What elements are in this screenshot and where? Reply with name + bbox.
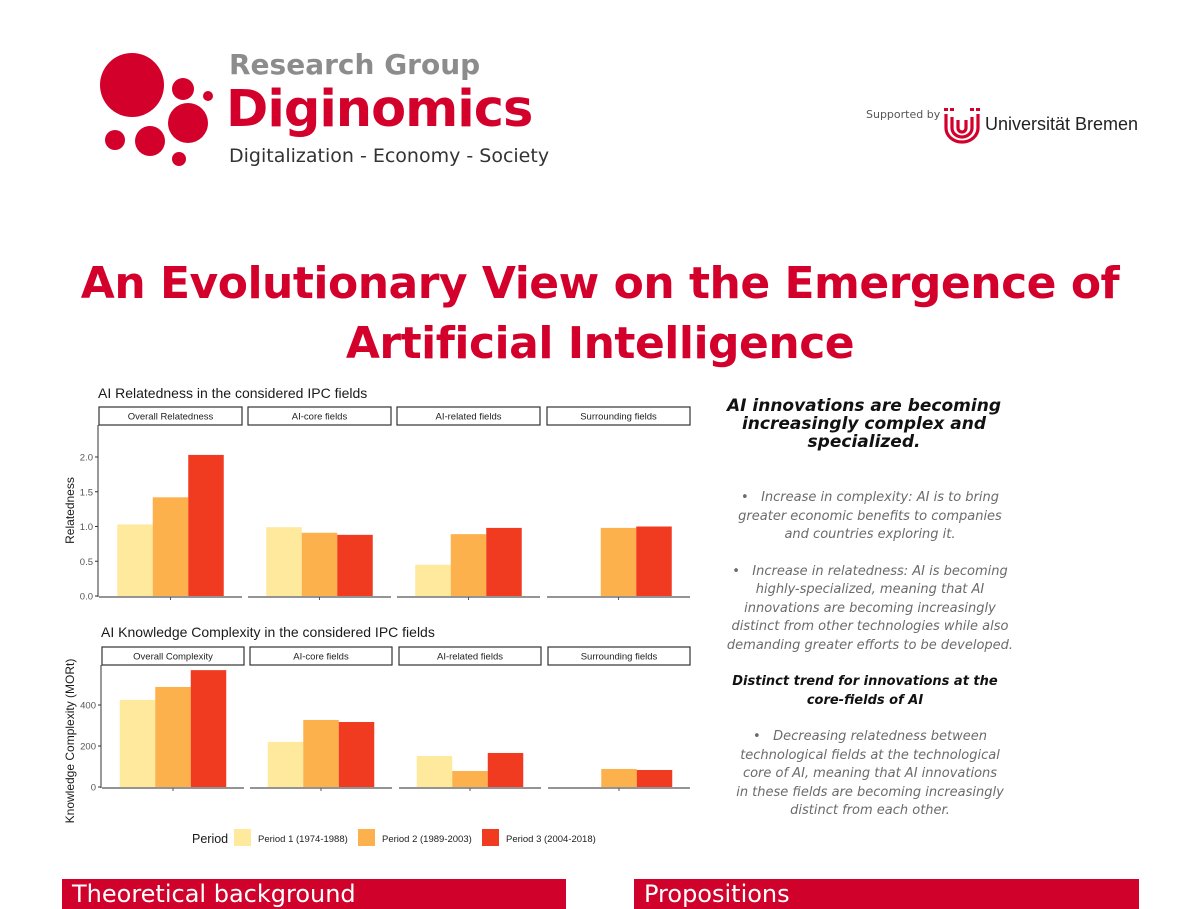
supported-by-label: Supported by [866, 108, 941, 121]
poster-title-line-1: An Evolutionary View on the Emergence of [80, 258, 1120, 309]
y-axis-label: Relatedness [63, 477, 77, 544]
bar-3 [486, 527, 522, 596]
y-tick-label: 0.5 [80, 557, 93, 568]
legend-title: Period [192, 832, 228, 846]
bar-2 [155, 686, 191, 787]
facet-label: AI-core fields [293, 652, 349, 663]
bar-1 [266, 527, 302, 596]
facet-label: AI-related fields [437, 652, 503, 663]
bar-2 [301, 532, 338, 596]
facet-label: Overall Complexity [133, 652, 213, 663]
bar-2 [452, 771, 488, 787]
bar-3 [487, 752, 524, 787]
bar-1 [267, 741, 304, 787]
universitat-bremen-name: Universität Bremen [985, 114, 1139, 134]
bar-1 [119, 699, 156, 787]
y-tick-label: 400 [80, 701, 96, 712]
bar-3 [636, 769, 673, 787]
legend-swatch-1 [234, 829, 251, 846]
facet-label: Overall Relatedness [128, 412, 214, 423]
red-dots-logo-icon [100, 53, 213, 166]
facet-strip [398, 646, 542, 666]
y-tick-label: 1.0 [80, 522, 93, 533]
facet-strip [249, 646, 393, 666]
charts-area: AI Relatedness in the considered IPC fie… [63, 385, 691, 846]
section-propositions: Propositions [634, 879, 1139, 909]
bar-2 [600, 527, 637, 596]
y-tick-label: 0.0 [80, 592, 93, 603]
facet-label: AI-core fields [292, 412, 348, 423]
finding-bullet-2: • Increase in relatedness: AI is becomin… [726, 563, 1014, 653]
facet-label: Surrounding fields [580, 412, 657, 423]
bar-3 [190, 670, 227, 787]
facet-label: AI-related fields [435, 412, 501, 423]
bar-3 [636, 526, 672, 596]
bar-2 [303, 719, 339, 787]
bar-2 [450, 534, 487, 596]
y-tick-label: 200 [80, 742, 96, 753]
section-theoretical-background: Theoretical background [62, 879, 566, 909]
bar-3 [338, 722, 375, 787]
finding-sub-bullet-1: • Decreasing relatedness between technol… [736, 729, 1004, 818]
y-axis-label: Knowledge Complexity (MORt) [63, 659, 77, 824]
findings-headline: AI innovations are becoming increasingly… [726, 396, 1001, 452]
logo-name: Diginomics [226, 80, 533, 139]
bar-2 [601, 768, 637, 787]
bar-1 [416, 756, 453, 787]
bar-1 [117, 524, 153, 596]
poster-title-line-2: Artificial Intelligence [345, 318, 855, 369]
findings-panel: AI innovations are becoming increasingly… [720, 397, 1020, 821]
logo-tagline: Digitalization - Economy - Society [229, 145, 550, 167]
facet-strip [547, 646, 691, 666]
facet-strip [546, 406, 691, 426]
universitat-bremen-logo-icon [944, 108, 980, 144]
bar-2 [152, 497, 189, 596]
bar-3 [188, 454, 224, 596]
bar-3 [337, 534, 373, 596]
facet-label: Surrounding fields [581, 652, 658, 663]
bar-1 [415, 564, 451, 596]
logo-research-group: Research Group [229, 48, 481, 81]
facet-strip [101, 646, 245, 666]
y-tick-label: 0 [91, 783, 96, 794]
facet-strip [396, 406, 541, 426]
y-tick-label: 2.0 [80, 453, 93, 464]
chart-title: AI Knowledge Complexity in the considere… [101, 624, 435, 640]
facet-strip [247, 406, 392, 426]
y-tick-label: 1.5 [80, 487, 93, 498]
legend-swatch-3 [482, 829, 499, 846]
findings-subheading: Distinct trend for innovations at the co… [732, 674, 998, 708]
legend-label: Period 1 (1974-1988) [258, 834, 348, 845]
legend-label: Period 2 (1989-2003) [382, 834, 472, 845]
chart-title: AI Relatedness in the considered IPC fie… [98, 385, 367, 401]
finding-bullet-1: • Increase in complexity: AI is to bring… [738, 490, 1002, 542]
facet-strip [98, 406, 243, 426]
legend-label: Period 3 (2004-2018) [506, 834, 596, 845]
legend-swatch-2 [358, 829, 375, 846]
